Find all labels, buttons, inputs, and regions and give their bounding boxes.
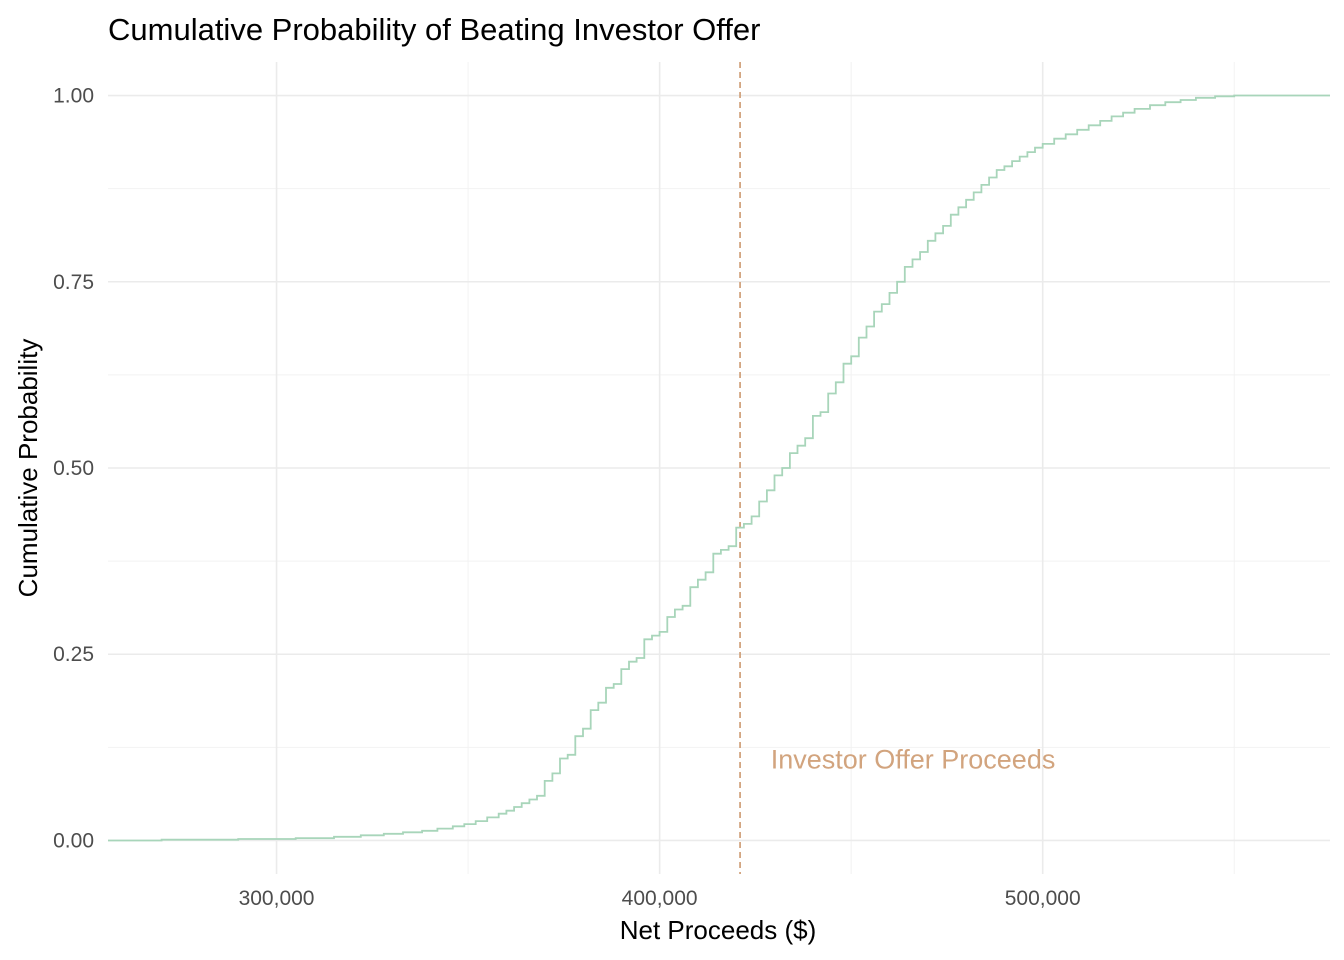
y-tick-label: 0.75 bbox=[53, 271, 94, 294]
y-tick-label: 0.50 bbox=[53, 457, 94, 480]
y-tick-label: 0.25 bbox=[53, 643, 94, 666]
major-gridlines bbox=[108, 62, 1330, 874]
x-axis-title: Net Proceeds ($) bbox=[620, 915, 817, 945]
x-tick-label: 400,000 bbox=[622, 887, 698, 910]
series-group bbox=[108, 94, 1330, 842]
x-tick-label: 300,000 bbox=[239, 887, 315, 910]
chart-title: Cumulative Probability of Beating Invest… bbox=[108, 12, 760, 47]
y-tick-label: 1.00 bbox=[53, 85, 94, 108]
x-tick-labels: 300,000 400,000 500,000 bbox=[239, 887, 1081, 910]
y-axis-title: Cumulative Probability bbox=[13, 339, 43, 598]
y-tick-labels: 0.00 0.25 0.50 0.75 1.00 bbox=[53, 85, 94, 853]
minor-gridlines bbox=[108, 62, 1330, 874]
y-tick-label: 0.00 bbox=[53, 829, 94, 852]
annotations: Investor Offer Proceeds bbox=[771, 745, 1056, 775]
annotation-label: Investor Offer Proceeds bbox=[771, 745, 1056, 775]
x-tick-label: 500,000 bbox=[1005, 887, 1081, 910]
ecdf-step-line bbox=[108, 94, 1330, 842]
